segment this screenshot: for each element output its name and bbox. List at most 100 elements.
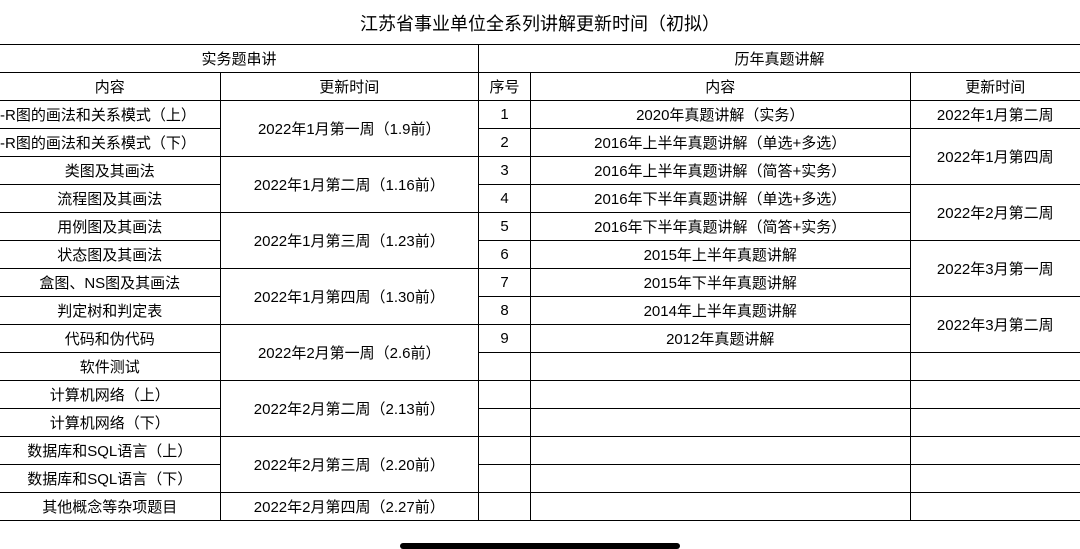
table-row: 其他概念等杂项题目2022年2月第四周（2.27前） <box>0 493 478 521</box>
left-cell-time: 2022年1月第四周（1.30前） <box>220 269 478 325</box>
right-cell-content: 2020年真题讲解（实务） <box>531 101 911 129</box>
left-cell-content: 判定树和判定表 <box>0 297 220 325</box>
left-cell-content: 计算机网络（下） <box>0 409 220 437</box>
right-cell-time <box>910 381 1080 409</box>
left-table: 实务题串讲 内容 更新时间 -R图的画法和关系模式（上）2022年1月第一周（1… <box>0 44 478 521</box>
right-cell-seq: 1 <box>479 101 531 129</box>
table-row: 12020年真题讲解（实务）2022年1月第二周 <box>479 101 1080 129</box>
home-indicator <box>400 543 680 549</box>
right-cell-seq <box>479 493 531 521</box>
left-section-header: 实务题串讲 <box>0 45 478 73</box>
left-cell-content: 数据库和SQL语言（上） <box>0 437 220 465</box>
left-cell-content: 软件测试 <box>0 353 220 381</box>
table-row: 类图及其画法2022年1月第二周（1.16前） <box>0 157 478 185</box>
right-cell-seq: 5 <box>479 213 531 241</box>
right-cell-content: 2016年下半年真题讲解（简答+实务） <box>531 213 911 241</box>
table-row: 62015年上半年真题讲解2022年3月第一周 <box>479 241 1080 269</box>
right-cell-seq: 3 <box>479 157 531 185</box>
right-cell-content <box>531 381 911 409</box>
left-section-row: 实务题串讲 <box>0 45 478 73</box>
table-row <box>479 437 1080 465</box>
right-cell-content: 2015年上半年真题讲解 <box>531 241 911 269</box>
right-cell-time <box>910 493 1080 521</box>
right-cell-seq: 2 <box>479 129 531 157</box>
left-cell-content: 状态图及其画法 <box>0 241 220 269</box>
right-cell-time <box>910 409 1080 437</box>
left-header-row: 内容 更新时间 <box>0 73 478 101</box>
right-cell-seq <box>479 465 531 493</box>
right-cell-time: 2022年1月第二周 <box>910 101 1080 129</box>
table-row <box>479 381 1080 409</box>
right-cell-seq <box>479 409 531 437</box>
table-row <box>479 353 1080 381</box>
tables-container: 实务题串讲 内容 更新时间 -R图的画法和关系模式（上）2022年1月第一周（1… <box>0 44 1080 521</box>
left-cell-time: 2022年2月第三周（2.20前） <box>220 437 478 493</box>
right-section-row: 历年真题讲解 <box>479 45 1080 73</box>
right-cell-content: 2015年下半年真题讲解 <box>531 269 911 297</box>
left-cell-content: 盒图、NS图及其画法 <box>0 269 220 297</box>
table-row <box>479 465 1080 493</box>
table-row: 82014年上半年真题讲解2022年3月第二周 <box>479 297 1080 325</box>
right-cell-seq: 7 <box>479 269 531 297</box>
right-cell-content: 2016年上半年真题讲解（单选+多选） <box>531 129 911 157</box>
left-cell-content: 流程图及其画法 <box>0 185 220 213</box>
right-cell-content <box>531 493 911 521</box>
left-cell-time: 2022年1月第三周（1.23前） <box>220 213 478 269</box>
right-cell-time: 2022年3月第一周 <box>910 241 1080 297</box>
table-row: 用例图及其画法2022年1月第三周（1.23前） <box>0 213 478 241</box>
left-cell-time: 2022年2月第四周（2.27前） <box>220 493 478 521</box>
right-cell-seq: 8 <box>479 297 531 325</box>
right-cell-content <box>531 409 911 437</box>
left-cell-content: -R图的画法和关系模式（上） <box>0 101 220 129</box>
right-cell-content: 2016年上半年真题讲解（简答+实务） <box>531 157 911 185</box>
right-header-time: 更新时间 <box>910 73 1080 101</box>
right-cell-seq <box>479 353 531 381</box>
right-cell-seq <box>479 381 531 409</box>
right-header-seq: 序号 <box>479 73 531 101</box>
left-header-content: 内容 <box>0 73 220 101</box>
left-cell-content: 其他概念等杂项题目 <box>0 493 220 521</box>
right-cell-seq: 9 <box>479 325 531 353</box>
right-cell-time <box>910 437 1080 465</box>
right-cell-content <box>531 437 911 465</box>
right-cell-seq <box>479 437 531 465</box>
right-cell-time: 2022年3月第二周 <box>910 297 1080 353</box>
left-cell-content: 数据库和SQL语言（下） <box>0 465 220 493</box>
left-cell-content: 代码和伪代码 <box>0 325 220 353</box>
table-row: 盒图、NS图及其画法2022年1月第四周（1.30前） <box>0 269 478 297</box>
right-cell-content: 2014年上半年真题讲解 <box>531 297 911 325</box>
left-header-time: 更新时间 <box>220 73 478 101</box>
right-table-wrapper: 历年真题讲解 序号 内容 更新时间 12020年真题讲解（实务）2022年1月第… <box>478 44 1080 521</box>
left-cell-time: 2022年1月第一周（1.9前） <box>220 101 478 157</box>
right-cell-content <box>531 353 911 381</box>
left-cell-content: 计算机网络（上） <box>0 381 220 409</box>
right-cell-time <box>910 465 1080 493</box>
right-cell-time: 2022年2月第二周 <box>910 185 1080 241</box>
page-title: 江苏省事业单位全系列讲解更新时间（初拟） <box>0 0 1080 44</box>
table-row: 计算机网络（上）2022年2月第二周（2.13前） <box>0 381 478 409</box>
left-cell-time: 2022年2月第二周（2.13前） <box>220 381 478 437</box>
left-cell-content: -R图的画法和关系模式（下） <box>0 129 220 157</box>
right-cell-seq: 4 <box>479 185 531 213</box>
right-cell-time: 2022年1月第四周 <box>910 129 1080 185</box>
left-cell-time: 2022年1月第二周（1.16前） <box>220 157 478 213</box>
left-cell-content: 用例图及其画法 <box>0 213 220 241</box>
right-cell-time <box>910 353 1080 381</box>
right-table: 历年真题讲解 序号 内容 更新时间 12020年真题讲解（实务）2022年1月第… <box>478 44 1080 521</box>
right-header-row: 序号 内容 更新时间 <box>479 73 1080 101</box>
table-row: 数据库和SQL语言（上）2022年2月第三周（2.20前） <box>0 437 478 465</box>
right-cell-content: 2012年真题讲解 <box>531 325 911 353</box>
left-cell-time: 2022年2月第一周（2.6前） <box>220 325 478 381</box>
left-table-wrapper: 实务题串讲 内容 更新时间 -R图的画法和关系模式（上）2022年1月第一周（1… <box>0 44 478 521</box>
table-row: -R图的画法和关系模式（上）2022年1月第一周（1.9前） <box>0 101 478 129</box>
right-cell-seq: 6 <box>479 241 531 269</box>
table-row: 代码和伪代码2022年2月第一周（2.6前） <box>0 325 478 353</box>
right-cell-content: 2016年下半年真题讲解（单选+多选） <box>531 185 911 213</box>
right-cell-content <box>531 465 911 493</box>
table-row <box>479 409 1080 437</box>
right-header-content: 内容 <box>531 73 911 101</box>
left-cell-content: 类图及其画法 <box>0 157 220 185</box>
table-row: 42016年下半年真题讲解（单选+多选）2022年2月第二周 <box>479 185 1080 213</box>
right-section-header: 历年真题讲解 <box>479 45 1080 73</box>
table-row <box>479 493 1080 521</box>
